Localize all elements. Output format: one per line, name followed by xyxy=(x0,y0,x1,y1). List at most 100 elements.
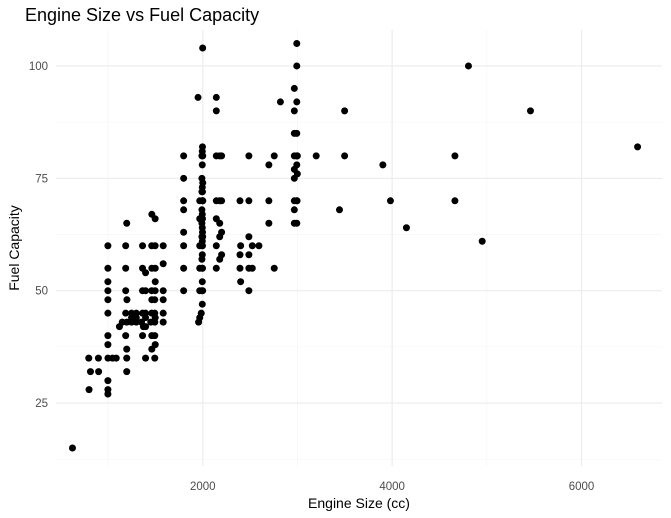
data-point xyxy=(245,197,253,205)
data-point xyxy=(123,368,131,376)
data-point xyxy=(180,174,188,182)
data-point xyxy=(199,179,207,187)
data-point xyxy=(245,152,253,160)
data-point xyxy=(199,44,207,52)
y-axis-title: Fuel Capacity xyxy=(6,205,22,291)
data-point xyxy=(68,444,76,452)
data-point xyxy=(122,242,130,250)
data-point xyxy=(216,219,224,227)
data-point xyxy=(237,278,245,286)
data-point xyxy=(248,264,256,272)
data-point xyxy=(451,197,459,205)
data-point xyxy=(290,84,298,92)
data-point xyxy=(218,152,226,160)
data-point xyxy=(293,129,301,137)
data-point xyxy=(290,107,298,115)
data-point xyxy=(142,323,150,331)
data-point xyxy=(159,287,167,295)
data-point xyxy=(312,152,320,160)
data-point xyxy=(151,278,159,286)
x-tick-label: 4000 xyxy=(379,481,405,493)
y-tick-label: 100 xyxy=(29,61,48,73)
chart-title: Engine Size vs Fuel Capacity xyxy=(25,5,260,25)
y-tick-label: 25 xyxy=(35,398,48,410)
data-point xyxy=(245,251,253,259)
data-point xyxy=(218,197,226,205)
data-point xyxy=(139,242,147,250)
data-point xyxy=(123,219,131,227)
data-point xyxy=(451,152,459,160)
data-point xyxy=(212,264,220,272)
data-point xyxy=(95,368,103,376)
data-point xyxy=(151,354,159,362)
data-point xyxy=(139,332,147,340)
data-point xyxy=(212,242,220,250)
data-point xyxy=(293,62,301,70)
data-point xyxy=(341,107,349,115)
data-point xyxy=(180,242,188,250)
data-point xyxy=(194,93,202,101)
data-point xyxy=(199,152,207,160)
data-point xyxy=(386,197,394,205)
data-point xyxy=(132,309,140,317)
data-point xyxy=(197,309,205,317)
data-point xyxy=(236,251,244,259)
data-point xyxy=(218,251,226,259)
data-point xyxy=(379,161,387,169)
data-point xyxy=(634,143,642,151)
data-point xyxy=(265,161,273,169)
data-point xyxy=(142,309,150,317)
data-point xyxy=(293,39,301,47)
data-point xyxy=(270,264,278,272)
x-tick-label: 2000 xyxy=(190,481,216,493)
data-point xyxy=(198,242,206,250)
data-point xyxy=(104,386,112,394)
data-point xyxy=(218,228,226,236)
data-point xyxy=(293,161,301,169)
data-point xyxy=(85,354,93,362)
data-point xyxy=(212,107,220,115)
data-point xyxy=(122,264,130,272)
data-point xyxy=(293,98,301,106)
data-point xyxy=(159,242,167,250)
x-tick-label: 6000 xyxy=(569,481,595,493)
data-point xyxy=(151,287,159,295)
data-point xyxy=(245,233,253,241)
data-point xyxy=(199,287,207,295)
data-point xyxy=(142,269,150,277)
data-point xyxy=(180,228,188,236)
data-point xyxy=(104,377,112,385)
data-point xyxy=(236,197,244,205)
data-point xyxy=(335,206,343,214)
data-point xyxy=(212,93,220,101)
data-point xyxy=(198,300,206,308)
data-point xyxy=(248,242,256,250)
data-point xyxy=(122,309,130,317)
data-point xyxy=(293,170,301,178)
data-point xyxy=(142,354,150,362)
data-point xyxy=(526,107,534,115)
data-point xyxy=(104,278,112,286)
data-point xyxy=(464,62,472,70)
data-point xyxy=(151,242,159,250)
data-point xyxy=(104,264,112,272)
data-point xyxy=(478,237,486,245)
data-point xyxy=(290,206,298,214)
data-point xyxy=(151,332,159,340)
data-point xyxy=(293,152,301,160)
data-point xyxy=(104,309,112,317)
data-point xyxy=(142,287,150,295)
data-point xyxy=(198,143,206,151)
data-point xyxy=(402,224,410,232)
data-point xyxy=(159,260,167,268)
data-point xyxy=(198,251,206,259)
y-tick-label: 50 xyxy=(35,286,48,298)
data-point xyxy=(123,354,131,362)
y-tick-label: 75 xyxy=(35,173,48,185)
data-point xyxy=(86,368,94,376)
data-point xyxy=(112,354,120,362)
data-point xyxy=(159,309,167,317)
data-point xyxy=(94,354,102,362)
data-point xyxy=(265,197,273,205)
